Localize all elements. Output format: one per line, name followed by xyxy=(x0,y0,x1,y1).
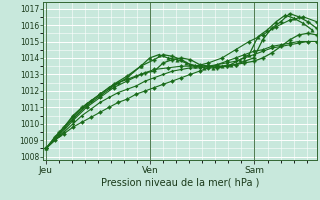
X-axis label: Pression niveau de la mer( hPa ): Pression niveau de la mer( hPa ) xyxy=(101,177,259,187)
